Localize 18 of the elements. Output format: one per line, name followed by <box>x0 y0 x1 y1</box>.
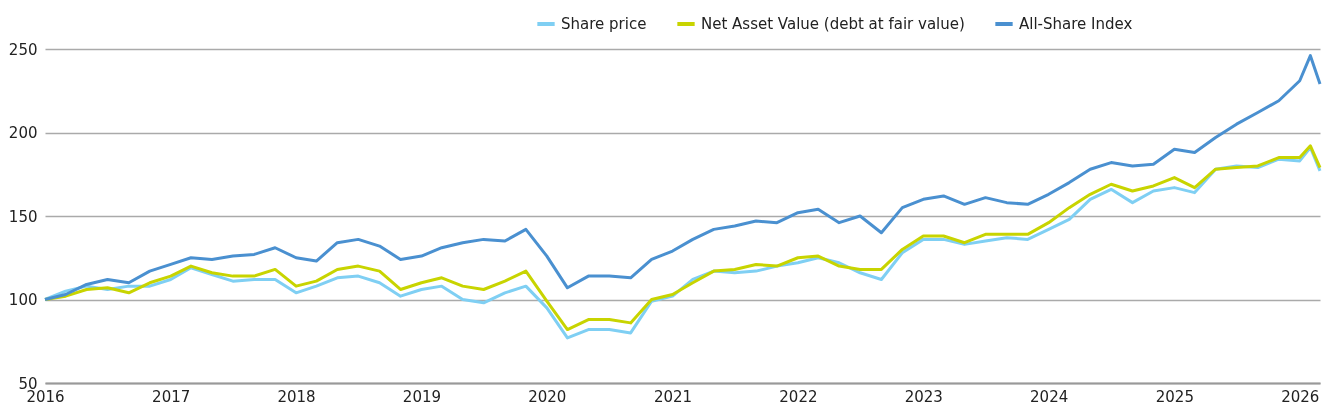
x-tick-label: 2025 <box>1155 387 1194 406</box>
y-tick-label: 250 <box>8 40 38 59</box>
x-tick-label: 2023 <box>904 387 943 406</box>
legend-label: All-Share Index <box>1019 15 1133 33</box>
y-tick-label: 200 <box>8 124 38 142</box>
x-tick-label: 2022 <box>779 387 818 406</box>
line-series <box>43 54 1322 301</box>
legend-label: Net Asset Value (debt at fair value) <box>701 15 965 33</box>
x-tick-label: 2024 <box>1030 387 1069 406</box>
x-tick-label: 2017 <box>152 387 191 406</box>
x-tick-label: 2026 <box>1281 387 1320 406</box>
legend-label: Share price <box>561 15 647 33</box>
y-tick-label: 150 <box>8 207 38 226</box>
x-tick-label: 2019 <box>402 387 442 406</box>
y-tick-label: 100 <box>8 291 38 309</box>
x-tick-label: 2020 <box>528 387 567 406</box>
x-tick-label: 2021 <box>653 387 693 406</box>
x-tick-label: 2018 <box>277 387 316 406</box>
